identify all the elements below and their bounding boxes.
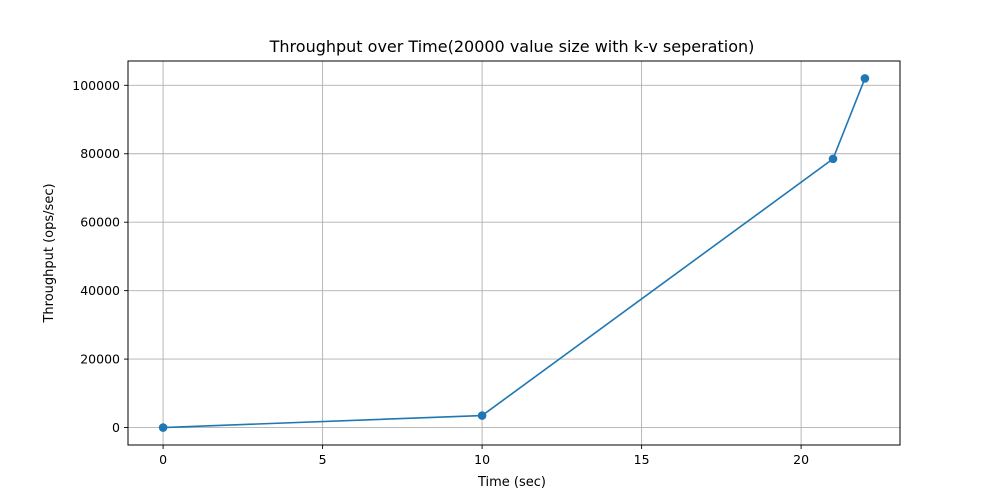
y-axis-label: Throughput (ops/sec) — [42, 183, 57, 323]
x-tick-label: 20 — [793, 452, 809, 467]
series-group — [158, 74, 870, 432]
chart-title: Throughput over Time(20000 value size wi… — [269, 37, 755, 56]
data-point — [477, 411, 487, 420]
x-tick-label: 10 — [474, 452, 490, 467]
plot-area-frame — [127, 60, 901, 446]
y-tick-label: 0 — [112, 420, 120, 435]
x-axis-ticks: 0 5 10 15 20 — [159, 445, 809, 467]
series-line — [163, 78, 866, 429]
y-tick-label: 80000 — [80, 146, 120, 161]
y-tick-label: 40000 — [80, 283, 120, 298]
y-tick-label: 60000 — [80, 215, 120, 230]
x-tick-label: 15 — [634, 452, 650, 467]
data-point — [828, 154, 838, 164]
y-tick-label: 100000 — [72, 78, 120, 93]
x-tick-label: 0 — [159, 452, 167, 467]
y-axis-ticks: 0 20000 40000 60000 80000 100000 — [72, 78, 128, 435]
x-axis-label: Time (sec) — [477, 475, 546, 490]
x-tick-label: 5 — [319, 452, 327, 467]
data-point — [158, 423, 168, 432]
data-point — [860, 74, 870, 83]
y-tick-label: 20000 — [80, 352, 120, 367]
grid — [128, 61, 900, 445]
